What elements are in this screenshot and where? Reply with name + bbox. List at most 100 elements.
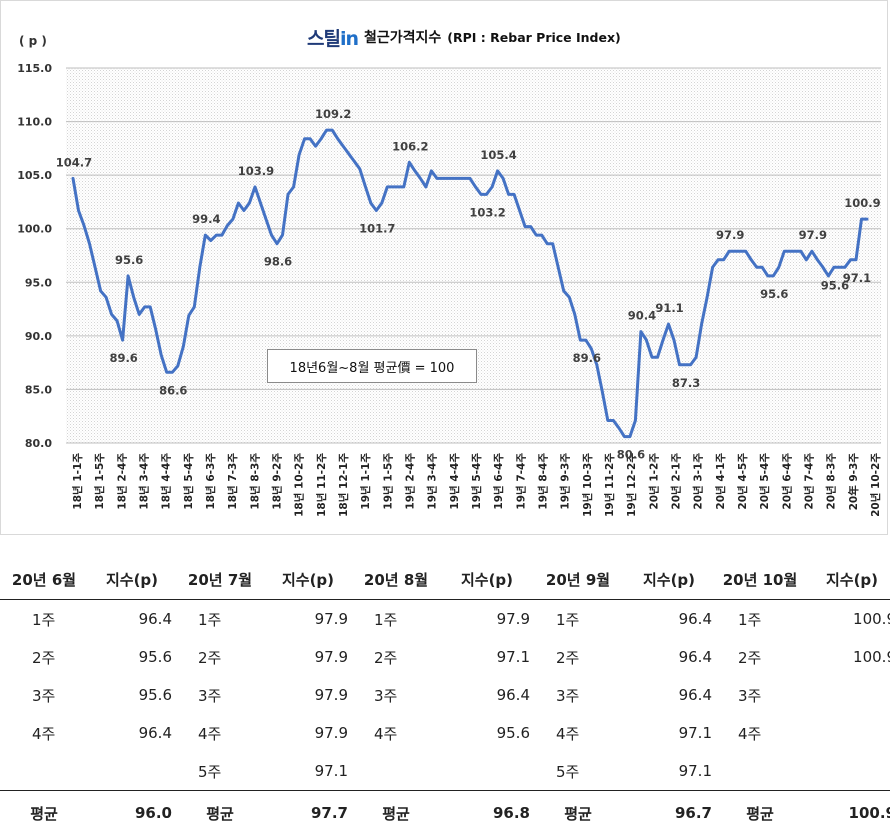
- week-index-value: [440, 752, 534, 791]
- data-label: 95.6: [115, 253, 143, 267]
- x-tick-label: 20년 5-4주: [758, 453, 771, 510]
- week-label: 2주: [534, 638, 622, 676]
- week-index-value: 96.4: [622, 638, 716, 676]
- week-index-value: 95.6: [440, 714, 534, 752]
- week-label: 4주: [534, 714, 622, 752]
- week-index-value: 97.9: [264, 638, 352, 676]
- week-index-value: 97.1: [264, 752, 352, 791]
- x-tick-label: 18년 8-3주: [248, 453, 261, 510]
- month-header: 20년 10월: [716, 560, 804, 600]
- week-label: [0, 752, 88, 791]
- week-index-value: 97.1: [622, 752, 716, 791]
- week-index-value: 95.6: [88, 638, 176, 676]
- month-header: 20년 6월: [0, 560, 88, 600]
- x-tick-label: 19년 11-2주: [603, 453, 616, 517]
- x-tick-label: 18년 7-3주: [226, 453, 239, 510]
- x-tick-label: 20년 4-1주: [714, 453, 727, 510]
- x-tick-label: 19년 6-4주: [492, 453, 505, 510]
- x-tick-label: 18년 9-2주: [271, 453, 284, 510]
- data-label: 106.2: [392, 139, 428, 153]
- data-label: 99.4: [192, 212, 220, 226]
- y-tick-label: 80.0: [25, 437, 52, 450]
- average-value: 97.7: [264, 791, 352, 835]
- x-tick-label: 18년 5-4주: [182, 453, 195, 510]
- week-label: [352, 752, 440, 791]
- week-label: 5주: [534, 752, 622, 791]
- weekly-index-table: 20년 6월 지수(p) 20년 7월 지수(p) 20년 8월 지수(p) 2…: [0, 560, 890, 835]
- week-index-value: 97.9: [264, 676, 352, 714]
- x-tick-label: 20년 10-2주: [869, 453, 882, 517]
- week-index-value: [804, 714, 890, 752]
- plot-area: [66, 68, 881, 443]
- x-tick-label: 20년 3-1주: [692, 453, 705, 510]
- index-header: 지수(p): [804, 560, 890, 600]
- x-tick-label: 20年 9-3주: [847, 453, 860, 511]
- x-tick-label: 20년 4-5주: [736, 453, 749, 510]
- data-label: 90.4: [628, 309, 656, 323]
- x-tick-label: 19년 7-4주: [514, 453, 527, 510]
- week-index-value: 97.9: [264, 714, 352, 752]
- week-index-value: 95.6: [88, 676, 176, 714]
- data-label: 91.1: [655, 301, 683, 315]
- data-label: 104.7: [56, 155, 92, 169]
- index-header: 지수(p): [88, 560, 176, 600]
- week-label: 4주: [716, 714, 804, 752]
- week-label: 4주: [0, 714, 88, 752]
- data-label: 103.2: [469, 205, 505, 219]
- week-index-value: 97.9: [440, 600, 534, 639]
- data-label: 97.1: [843, 271, 871, 285]
- y-tick-label: 105.0: [17, 169, 52, 182]
- week-label: 5주: [176, 752, 264, 791]
- x-tick-label: 19년 9-3주: [559, 453, 572, 510]
- data-label: 103.9: [238, 164, 274, 178]
- y-tick-label: 95.0: [25, 276, 52, 289]
- average-label: 평균: [716, 791, 804, 835]
- average-value: 96.7: [622, 791, 716, 835]
- x-tick-label: 18년 11-2주: [315, 453, 328, 517]
- x-tick-label: 19년 1-1주: [359, 453, 372, 510]
- average-row: 평균 96.0 평균 97.7 평균 96.8 평균 96.7 평균 100.9: [0, 791, 890, 835]
- data-label: 95.6: [760, 287, 788, 301]
- y-tick-label: 110.0: [17, 116, 52, 129]
- x-tick-label: 20년 7-4주: [803, 453, 816, 510]
- average-label: 평균: [352, 791, 440, 835]
- y-tick-label: 85.0: [25, 383, 52, 396]
- index-header: 지수(p): [440, 560, 534, 600]
- week-index-value: 96.4: [622, 676, 716, 714]
- x-tick-label: 19년 3-4주: [426, 453, 439, 510]
- x-tick-label: 18년 6-3주: [204, 453, 217, 510]
- x-tick-label: 18년 2-4주: [115, 453, 128, 510]
- month-header: 20년 9월: [534, 560, 622, 600]
- x-tick-label: 19년 10-3주: [581, 453, 594, 517]
- week-label: 1주: [0, 600, 88, 639]
- week-label: 2주: [352, 638, 440, 676]
- x-tick-label: 18년 3-4주: [138, 453, 151, 510]
- x-tick-label: 18년 1-1주: [71, 453, 84, 510]
- data-label: 97.9: [799, 228, 827, 242]
- y-tick-label: 115.0: [17, 62, 52, 75]
- average-label: 평균: [176, 791, 264, 835]
- data-label: 109.2: [315, 107, 351, 121]
- x-tick-label: 20년 2-1주: [670, 453, 683, 510]
- week-label: 3주: [352, 676, 440, 714]
- week-label: 1주: [716, 600, 804, 639]
- average-value: 96.0: [88, 791, 176, 835]
- average-label: 평균: [0, 791, 88, 835]
- week-index-value: 100.9: [804, 600, 890, 639]
- average-label: 평균: [534, 791, 622, 835]
- x-tick-label: 19년 4-4주: [448, 453, 461, 510]
- x-tick-label: 19년 12-2주: [625, 453, 638, 517]
- x-tick-label: 19년 2-4주: [404, 453, 417, 510]
- week-index-value: 97.1: [622, 714, 716, 752]
- week-index-value: 96.4: [88, 714, 176, 752]
- week-index-value: [804, 676, 890, 714]
- index-header: 지수(p): [622, 560, 716, 600]
- week-label: 3주: [176, 676, 264, 714]
- week-index-value: 97.9: [264, 600, 352, 639]
- week-label: 1주: [176, 600, 264, 639]
- week-label: [716, 752, 804, 791]
- data-label: 89.6: [109, 351, 137, 365]
- week-label: 3주: [534, 676, 622, 714]
